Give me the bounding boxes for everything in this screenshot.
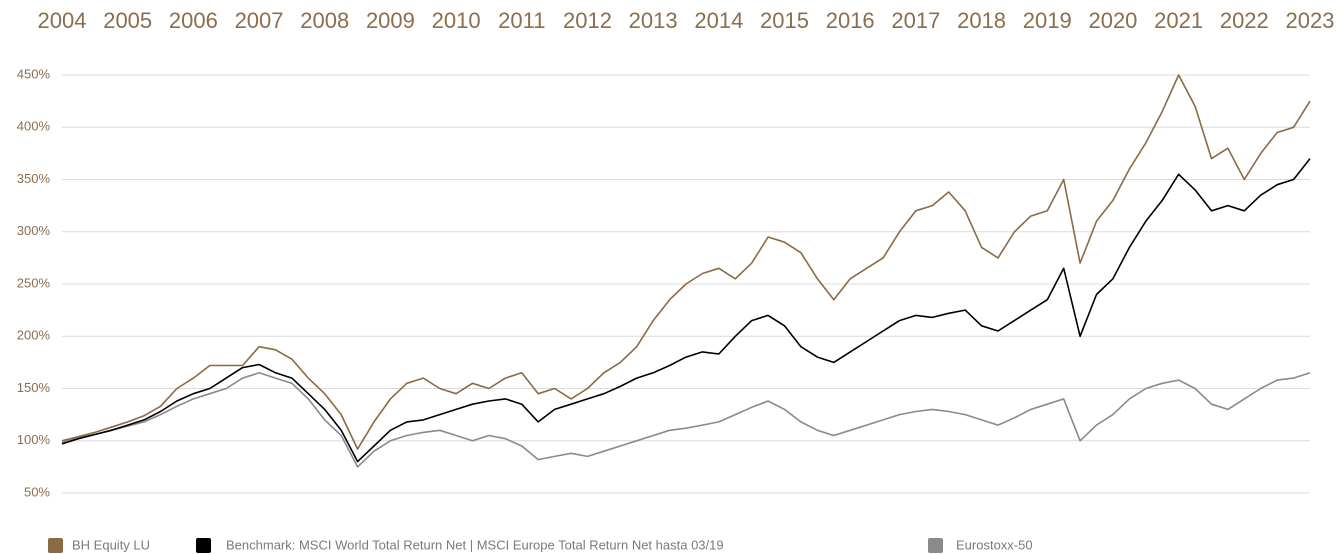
x-tick-label: 2007 <box>235 8 284 33</box>
x-tick-label: 2005 <box>103 8 152 33</box>
legend-label: Eurostoxx-50 <box>956 537 1033 552</box>
y-tick-label: 50% <box>24 484 50 499</box>
x-tick-label: 2020 <box>1088 8 1137 33</box>
y-tick-label: 300% <box>17 223 51 238</box>
legend-label: Benchmark: MSCI World Total Return Net |… <box>226 537 724 552</box>
legend-swatch <box>48 538 63 553</box>
x-tick-label: 2009 <box>366 8 415 33</box>
x-tick-label: 2023 <box>1286 8 1335 33</box>
x-tick-label: 2013 <box>629 8 678 33</box>
x-tick-label: 2016 <box>826 8 875 33</box>
y-tick-label: 200% <box>17 328 51 343</box>
legend-swatch <box>196 538 211 553</box>
y-tick-label: 100% <box>17 432 51 447</box>
y-tick-label: 250% <box>17 275 51 290</box>
x-tick-label: 2018 <box>957 8 1006 33</box>
y-tick-label: 400% <box>17 119 51 134</box>
x-tick-label: 2012 <box>563 8 612 33</box>
x-tick-label: 2010 <box>432 8 481 33</box>
series-line <box>61 158 1311 463</box>
x-tick-label: 2017 <box>891 8 940 33</box>
legend-label: BH Equity LU <box>72 537 150 552</box>
x-tick-label: 2014 <box>694 8 743 33</box>
y-tick-label: 350% <box>17 171 51 186</box>
x-tick-label: 2006 <box>169 8 218 33</box>
y-tick-label: 450% <box>17 66 51 81</box>
x-tick-label: 2008 <box>300 8 349 33</box>
x-tick-label: 2011 <box>498 8 545 33</box>
y-tick-label: 150% <box>17 380 51 395</box>
x-tick-label: 2019 <box>1023 8 1072 33</box>
series-line <box>61 74 1311 450</box>
x-tick-label: 2021 <box>1154 8 1203 33</box>
x-tick-label: 2004 <box>38 8 87 33</box>
legend-swatch <box>928 538 943 553</box>
x-tick-label: 2022 <box>1220 8 1269 33</box>
x-tick-label: 2015 <box>760 8 809 33</box>
series-line <box>61 372 1311 468</box>
